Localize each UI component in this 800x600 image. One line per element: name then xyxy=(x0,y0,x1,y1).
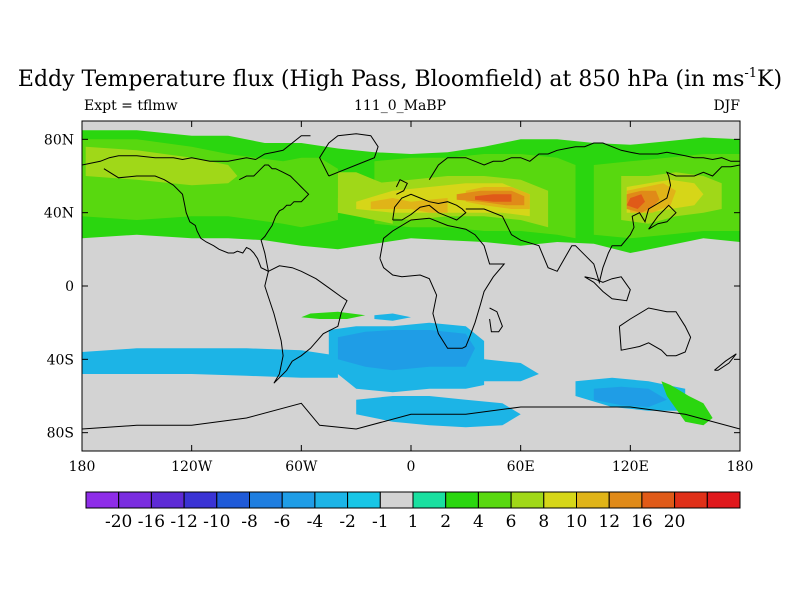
colorbar-swatch-17 xyxy=(641,491,676,509)
colorbar-label-7: -2 xyxy=(339,512,356,532)
colorbar: -20 -16 -12 -10 -8 -6 -4 -2 -1 1 2 4 6 8 10 12 16 20 xyxy=(85,491,741,532)
title-suffix: K) xyxy=(757,67,783,92)
coastline-3 xyxy=(264,265,348,384)
colorbar-swatch-16 xyxy=(608,491,643,509)
colorbar-swatch-11 xyxy=(445,491,479,509)
colorbar-swatch-12 xyxy=(477,491,512,509)
contour-region-16 xyxy=(626,194,645,209)
coastline-13 xyxy=(584,276,631,302)
coastline-12 xyxy=(714,353,737,371)
coastline-0 xyxy=(82,135,311,166)
colorbar-label-13: 8 xyxy=(538,512,549,532)
colorbar-label-6: -4 xyxy=(307,512,324,532)
colorbar-swatch-0 xyxy=(85,491,120,509)
coastline-14 xyxy=(82,402,740,430)
colorbar-swatch-6 xyxy=(281,491,316,509)
colorbar-swatch-1 xyxy=(118,491,152,509)
x-tick-label-4: 60E xyxy=(507,459,535,475)
coastline-6 xyxy=(489,307,503,333)
colorbar-label-17: 20 xyxy=(664,512,686,532)
coastline-9 xyxy=(395,179,408,195)
x-tick-label-6: 180 xyxy=(727,459,754,475)
contour-region-4 xyxy=(85,146,238,186)
colorbar-swatch-2 xyxy=(150,491,185,509)
coastline-8 xyxy=(428,142,740,180)
contour-region-19 xyxy=(447,359,539,382)
coastline-4 xyxy=(392,193,467,221)
colorbar-swatch-5 xyxy=(249,491,283,509)
colorbar-swatch-4 xyxy=(216,491,251,509)
colorbar-swatch-13 xyxy=(510,491,545,509)
y-tick-label-0: 80N xyxy=(44,132,74,148)
colorbar-swatch-15 xyxy=(576,491,610,509)
y-tick-label-1: 40N xyxy=(44,206,74,222)
coastline-1 xyxy=(103,164,310,273)
contour-region-20 xyxy=(356,396,521,428)
colorbar-label-12: 6 xyxy=(506,512,517,532)
coastline-5 xyxy=(379,217,506,349)
colorbar-label-15: 12 xyxy=(598,512,620,532)
plot-title: Eddy Temperature flux (High Pass, Bloomf… xyxy=(0,66,800,92)
colorbar-label-5: -6 xyxy=(274,512,291,532)
colorbar-swatch-18 xyxy=(674,491,708,509)
colorbar-swatch-8 xyxy=(347,491,381,509)
title-prefix: Eddy Temperature flux (High Pass, Bloomf… xyxy=(17,67,745,92)
contour-region-23 xyxy=(337,330,475,371)
y-tick-label-3: 40S xyxy=(47,352,74,368)
coastline-10 xyxy=(648,204,677,230)
colorbar-swatch-9 xyxy=(379,491,414,509)
coastline-layer xyxy=(82,133,740,430)
coastline-11 xyxy=(618,307,692,357)
colorbar-swatch-10 xyxy=(412,491,447,509)
run-label: 111_0_MaBP xyxy=(353,98,447,114)
season-label: DJF xyxy=(713,98,740,114)
contour-fill-layer xyxy=(82,130,740,428)
colorbar-label-1: -16 xyxy=(138,512,165,532)
x-tick-label-3: 0 xyxy=(407,459,416,475)
x-tick-label-2: 60W xyxy=(285,459,318,475)
colorbar-label-0: -20 xyxy=(105,512,132,532)
colorbar-label-2: -12 xyxy=(170,512,197,532)
colorbar-label-16: 16 xyxy=(631,512,653,532)
y-tick-label-4: 80S xyxy=(47,426,74,442)
x-tick-label-5: 120E xyxy=(612,459,649,475)
contour-region-17 xyxy=(82,348,338,378)
x-tick-label-0: 180 xyxy=(69,459,96,475)
contour-region-24 xyxy=(593,386,667,407)
colorbar-label-3: -10 xyxy=(203,512,230,532)
colorbar-swatch-14 xyxy=(543,491,577,509)
contour-region-26 xyxy=(301,311,366,319)
colorbar-swatch-7 xyxy=(314,491,349,509)
x-axis: 180 120W 60W 0 60E 120E 180 xyxy=(69,121,754,475)
colorbar-label-4: -8 xyxy=(241,512,258,532)
coastline-2 xyxy=(319,133,379,177)
colorbar-label-9: 1 xyxy=(408,512,419,532)
contour-region-25 xyxy=(661,381,713,426)
y-axis: 80N 40N 0 40S 80S xyxy=(44,132,740,442)
colorbar-label-14: 10 xyxy=(566,512,588,532)
coastline-7 xyxy=(465,164,740,285)
contour-region-15 xyxy=(475,194,512,202)
contour-region-22 xyxy=(374,313,411,321)
colorbar-label-8: -1 xyxy=(372,512,389,532)
x-tick-label-1: 120W xyxy=(171,459,213,475)
y-tick-label-2: 0 xyxy=(65,279,74,295)
colorbar-label-10: 2 xyxy=(440,512,451,532)
colorbar-label-11: 4 xyxy=(473,512,484,532)
title-superscript: -1 xyxy=(744,66,758,81)
experiment-label: Expt = tflmw xyxy=(84,98,178,114)
colorbar-swatch-19 xyxy=(706,491,741,509)
colorbar-swatch-3 xyxy=(183,491,218,509)
